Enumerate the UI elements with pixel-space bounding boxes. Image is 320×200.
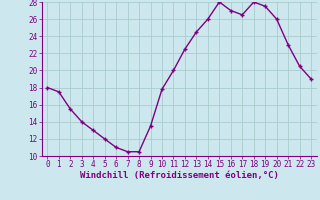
X-axis label: Windchill (Refroidissement éolien,°C): Windchill (Refroidissement éolien,°C): [80, 171, 279, 180]
